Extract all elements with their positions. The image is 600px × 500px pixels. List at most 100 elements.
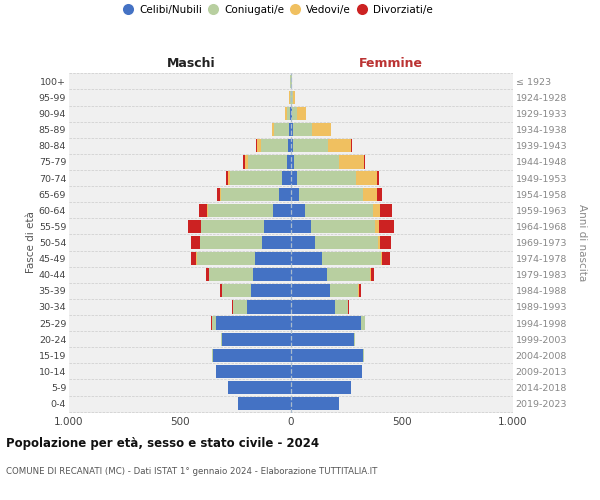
Bar: [359, 284, 361, 298]
Bar: [221, 188, 279, 201]
Bar: [215, 316, 291, 330]
Bar: [291, 348, 363, 362]
Bar: [228, 172, 230, 184]
Bar: [335, 300, 348, 314]
Bar: [291, 284, 330, 298]
Bar: [297, 172, 356, 184]
Bar: [291, 123, 293, 136]
Bar: [261, 139, 287, 152]
Bar: [381, 252, 382, 265]
Bar: [214, 348, 291, 362]
Bar: [291, 236, 316, 249]
Text: Popolazione per età, sesso e stato civile - 2024: Popolazione per età, sesso e stato civil…: [6, 438, 319, 450]
Y-axis label: Fasce di età: Fasce di età: [26, 212, 36, 274]
Bar: [262, 236, 291, 249]
Bar: [282, 172, 291, 184]
Bar: [299, 188, 363, 201]
Bar: [291, 188, 299, 201]
Bar: [226, 172, 228, 184]
Bar: [291, 332, 354, 346]
Bar: [330, 284, 358, 298]
Bar: [291, 107, 292, 120]
Bar: [382, 252, 390, 265]
Bar: [287, 156, 291, 168]
Bar: [217, 188, 220, 201]
Bar: [287, 139, 291, 152]
Bar: [380, 204, 392, 217]
Bar: [188, 220, 200, 233]
Bar: [291, 252, 322, 265]
Bar: [312, 123, 331, 136]
Bar: [290, 107, 291, 120]
Bar: [245, 156, 248, 168]
Bar: [220, 284, 222, 298]
Bar: [273, 204, 291, 217]
Bar: [222, 332, 291, 346]
Bar: [257, 139, 261, 152]
Bar: [279, 188, 291, 201]
Bar: [348, 300, 349, 314]
Bar: [363, 348, 364, 362]
Bar: [265, 220, 291, 233]
Bar: [272, 123, 274, 136]
Bar: [286, 107, 287, 120]
Bar: [376, 220, 379, 233]
Bar: [377, 236, 380, 249]
Bar: [311, 220, 376, 233]
Bar: [230, 172, 282, 184]
Bar: [248, 156, 287, 168]
Bar: [274, 123, 289, 136]
Legend: Celibi/Nubili, Coniugati/e, Vedovi/e, Divorziati/e: Celibi/Nubili, Coniugati/e, Vedovi/e, Di…: [126, 5, 432, 15]
Bar: [256, 252, 291, 265]
Bar: [291, 156, 295, 168]
Bar: [291, 316, 361, 330]
Bar: [356, 172, 377, 184]
Bar: [363, 188, 377, 201]
Bar: [197, 252, 256, 265]
Bar: [291, 300, 335, 314]
Bar: [253, 268, 291, 281]
Bar: [209, 268, 253, 281]
Bar: [370, 268, 371, 281]
Text: Femmine: Femmine: [359, 57, 423, 70]
Bar: [291, 220, 311, 233]
Bar: [361, 316, 365, 330]
Bar: [221, 332, 222, 346]
Bar: [293, 91, 295, 104]
Bar: [377, 172, 379, 184]
Bar: [251, 284, 291, 298]
Bar: [373, 204, 380, 217]
Bar: [293, 123, 312, 136]
Bar: [322, 252, 381, 265]
Bar: [295, 156, 339, 168]
Bar: [364, 156, 365, 168]
Bar: [291, 365, 362, 378]
Bar: [238, 397, 291, 410]
Bar: [354, 332, 355, 346]
Bar: [291, 268, 326, 281]
Bar: [220, 188, 221, 201]
Bar: [292, 107, 297, 120]
Bar: [212, 316, 215, 330]
Bar: [233, 300, 247, 314]
Bar: [212, 348, 214, 362]
Bar: [191, 236, 200, 249]
Bar: [291, 172, 297, 184]
Bar: [244, 156, 245, 168]
Bar: [291, 381, 351, 394]
Bar: [339, 156, 364, 168]
Bar: [377, 188, 382, 201]
Text: Maschi: Maschi: [167, 57, 215, 70]
Bar: [201, 220, 265, 233]
Bar: [200, 236, 262, 249]
Bar: [208, 204, 273, 217]
Bar: [291, 139, 293, 152]
Bar: [380, 236, 391, 249]
Bar: [207, 204, 208, 217]
Bar: [305, 204, 373, 217]
Bar: [289, 123, 291, 136]
Bar: [222, 284, 251, 298]
Bar: [292, 91, 293, 104]
Bar: [228, 381, 291, 394]
Bar: [206, 268, 209, 281]
